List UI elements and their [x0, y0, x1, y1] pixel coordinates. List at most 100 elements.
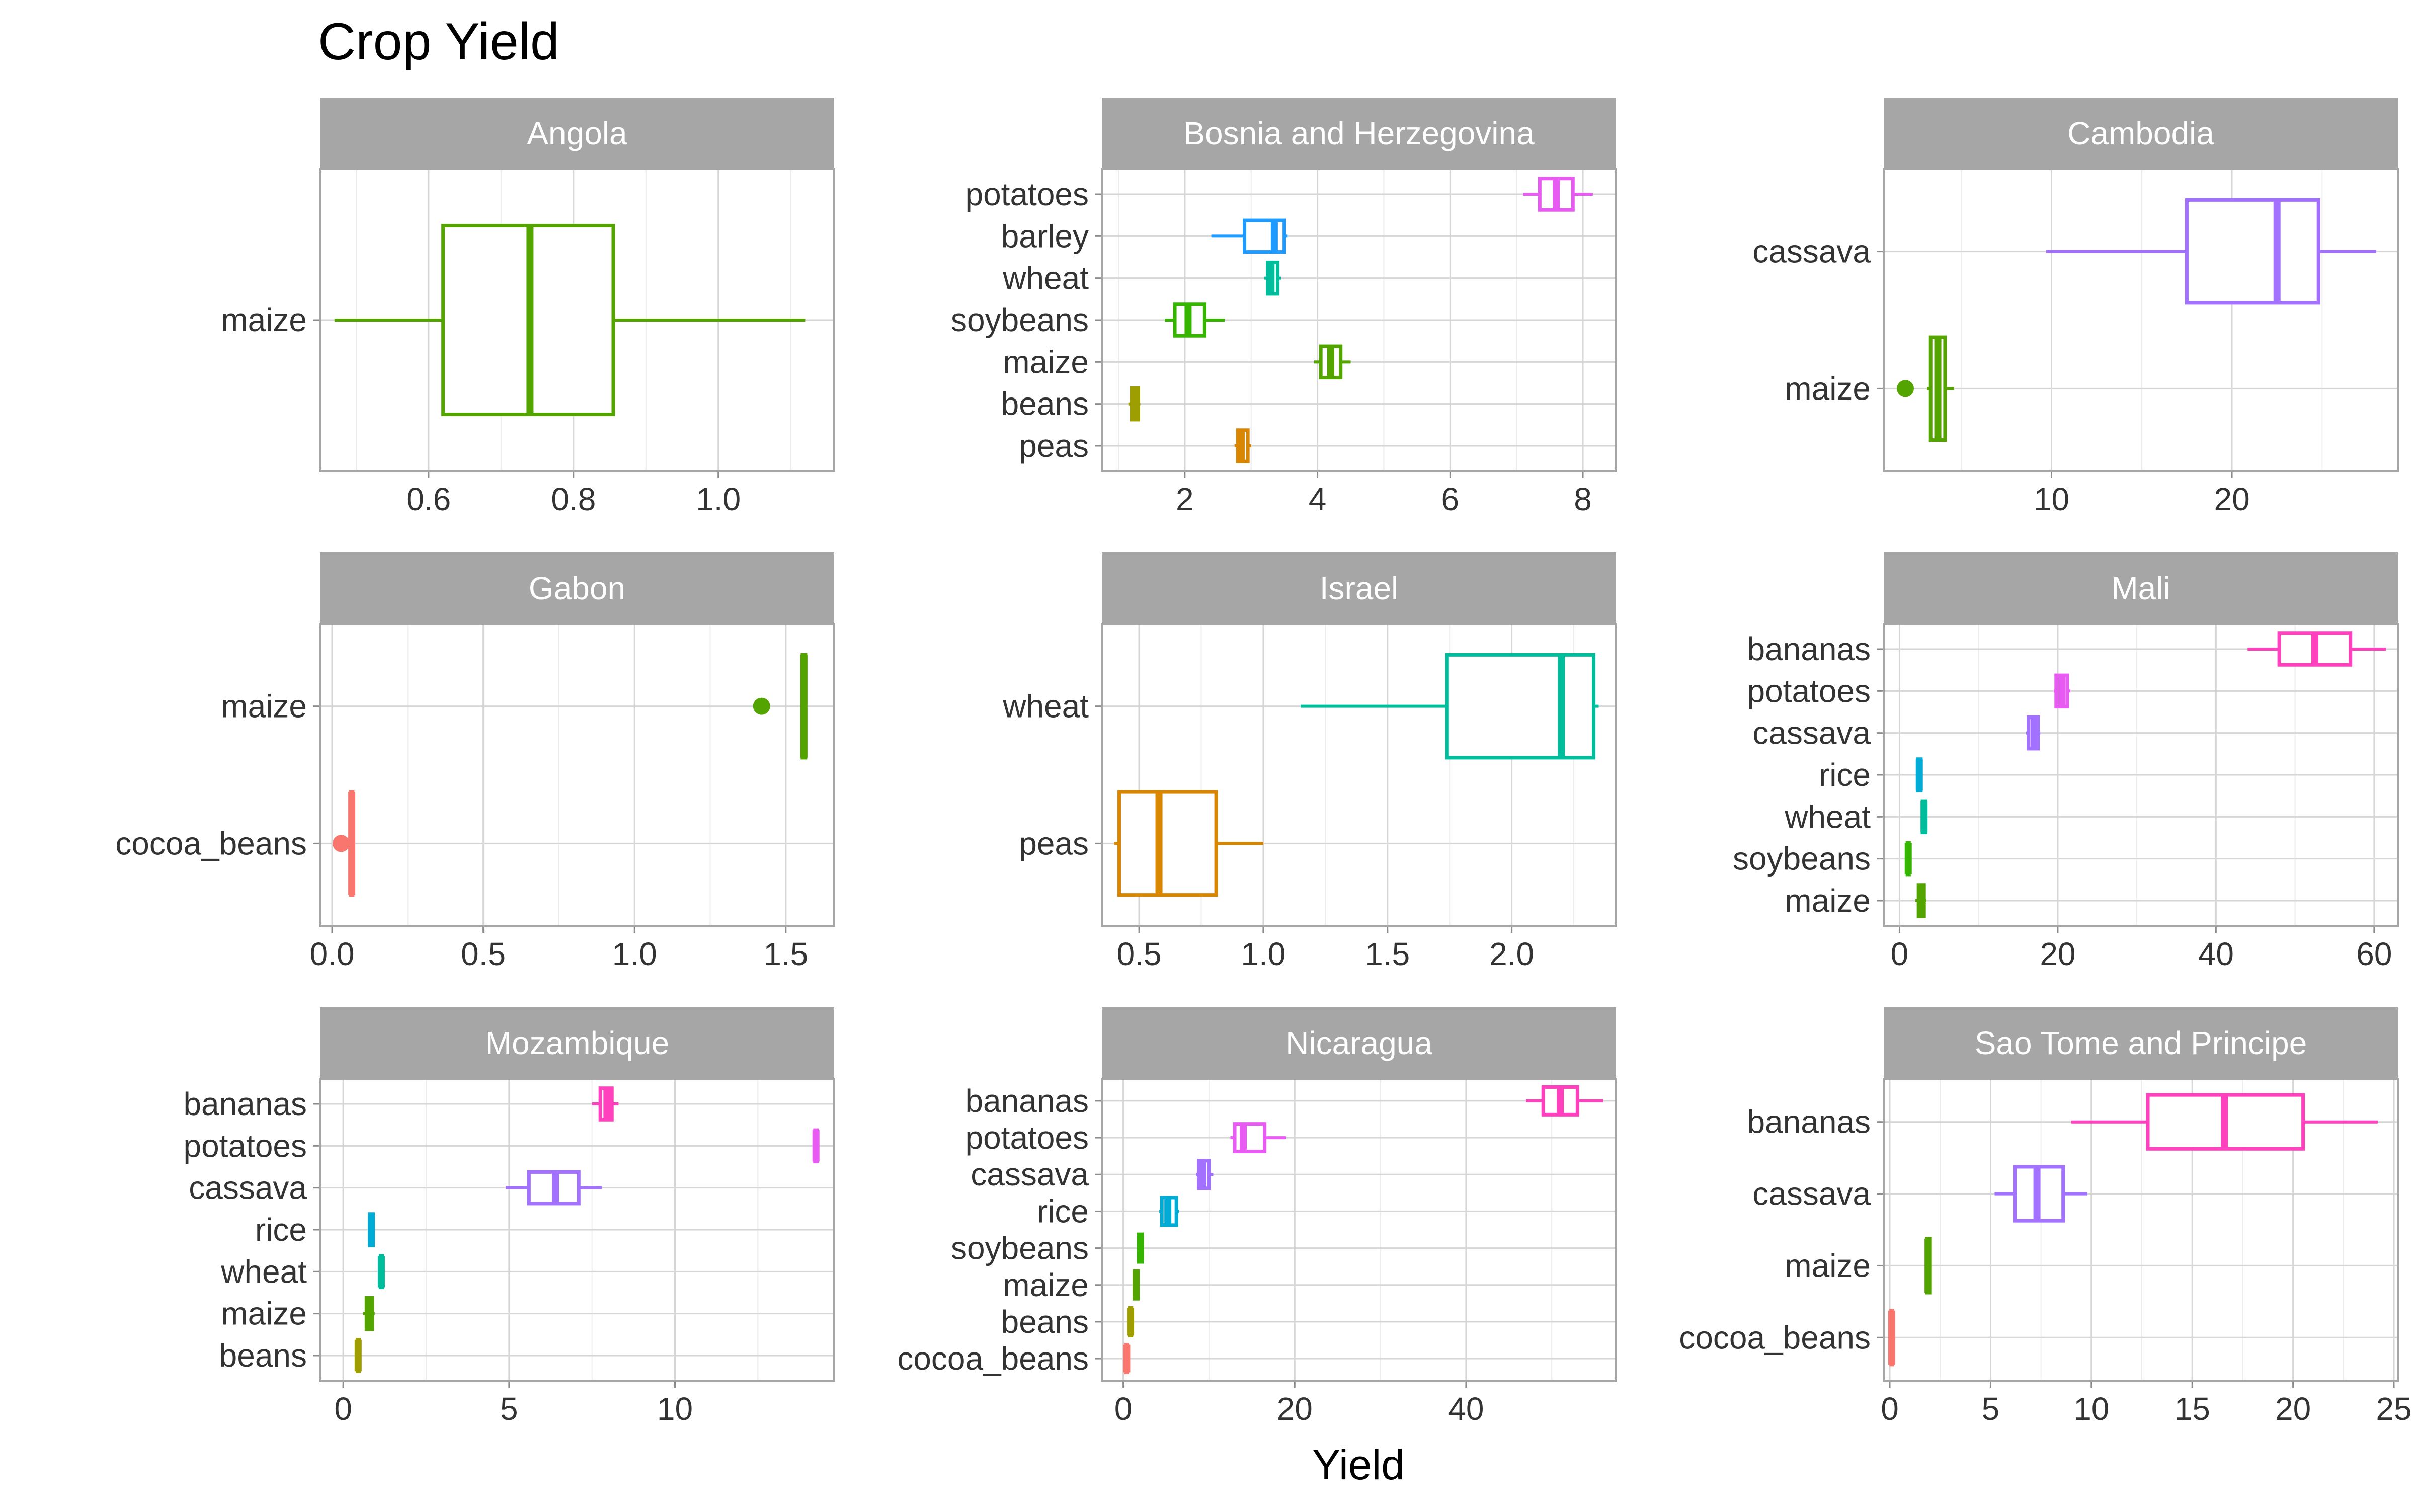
y-tick-label-maize: maize — [221, 1296, 307, 1332]
strip-israel — [1102, 552, 1616, 624]
x-tick-label-sao-tome-and-principe: 10 — [2073, 1391, 2109, 1427]
y-tick-label-maize: maize — [1785, 1247, 1871, 1284]
x-tick-label-nicaragua: 40 — [1448, 1391, 1484, 1427]
panel-border-angola — [319, 168, 835, 472]
y-tick-label-rice: rice — [1037, 1193, 1089, 1229]
panel-border-cambodia — [1883, 168, 2399, 472]
strip-label-nicaragua: Nicaragua — [1285, 1025, 1432, 1061]
panel-border-bosnia-and-herzegovina — [1101, 168, 1617, 472]
x-tick-label-cambodia: 20 — [2214, 481, 2249, 517]
x-tick-label-gabon: 0.0 — [310, 936, 355, 972]
strip-bosnia-and-herzegovina — [1102, 98, 1616, 169]
x-tick-label-nicaragua: 0 — [1114, 1391, 1133, 1427]
chart-title: Crop Yield — [318, 13, 559, 71]
y-tick-label-soybeans: soybeans — [951, 302, 1089, 338]
y-tick-label-barley: barley — [1001, 218, 1089, 254]
y-tick-label-bananas: bananas — [1747, 631, 1871, 667]
y-tick-label-maize: maize — [1785, 370, 1871, 407]
y-tick-label-beans: beans — [219, 1337, 307, 1374]
x-tick-label-sao-tome-and-principe: 0 — [1881, 1391, 1899, 1427]
strip-label-cambodia: Cambodia — [2067, 115, 2214, 151]
y-tick-label-cocoa-beans: cocoa_beans — [897, 1340, 1089, 1377]
y-tick-label-cassava: cassava — [971, 1156, 1089, 1192]
y-tick-label-wheat: wheat — [1002, 260, 1089, 296]
x-tick-label-nicaragua: 20 — [1277, 1391, 1313, 1427]
x-tick-label-israel: 0.5 — [1117, 936, 1162, 972]
y-tick-label-cocoa-beans: cocoa_beans — [115, 825, 307, 861]
x-tick-label-mali: 20 — [2040, 936, 2075, 972]
y-tick-label-wheat: wheat — [1002, 688, 1089, 725]
x-tick-label-mali: 60 — [2356, 936, 2392, 972]
panel-border-mozambique — [319, 1078, 835, 1382]
plot-area-nicaragua — [1102, 1079, 1616, 1381]
strip-cambodia — [1884, 98, 2398, 169]
x-tick-label-bosnia-and-herzegovina: 2 — [1176, 481, 1194, 517]
x-tick-label-bosnia-and-herzegovina: 6 — [1441, 481, 1460, 517]
y-tick-label-soybeans: soybeans — [951, 1230, 1089, 1266]
strip-label-angola: Angola — [527, 115, 627, 151]
y-tick-label-cassava: cassava — [1752, 233, 1871, 270]
y-tick-label-wheat: wheat — [1784, 799, 1871, 835]
strip-label-mali: Mali — [2111, 570, 2170, 606]
x-tick-label-mozambique: 5 — [500, 1391, 518, 1427]
y-tick-label-peas: peas — [1019, 825, 1089, 861]
y-tick-label-peas: peas — [1019, 428, 1089, 464]
x-tick-label-sao-tome-and-principe: 5 — [1982, 1391, 2000, 1427]
x-tick-label-mozambique: 0 — [334, 1391, 352, 1427]
x-tick-label-gabon: 0.5 — [461, 936, 506, 972]
strip-mali — [1884, 552, 2398, 624]
y-tick-label-potatoes: potatoes — [965, 1120, 1089, 1156]
y-tick-label-cassava: cassava — [189, 1170, 307, 1206]
x-tick-label-mali: 0 — [1891, 936, 1909, 972]
x-tick-label-sao-tome-and-principe: 15 — [2175, 1391, 2210, 1427]
y-tick-label-bananas: bananas — [183, 1086, 307, 1122]
x-tick-label-gabon: 1.5 — [763, 936, 808, 972]
x-tick-label-angola: 0.8 — [551, 481, 596, 517]
y-tick-label-beans: beans — [1001, 386, 1089, 422]
plot-area-gabon — [320, 624, 834, 926]
y-tick-label-maize: maize — [1003, 1267, 1089, 1303]
y-tick-label-maize: maize — [221, 302, 307, 338]
panel-border-sao-tome-and-principe — [1883, 1078, 2399, 1382]
y-tick-label-beans: beans — [1001, 1304, 1089, 1340]
x-tick-label-sao-tome-and-principe: 25 — [2376, 1391, 2411, 1427]
y-tick-label-bananas: bananas — [965, 1083, 1089, 1119]
y-tick-label-maize: maize — [221, 688, 307, 725]
x-tick-label-bosnia-and-herzegovina: 8 — [1574, 481, 1592, 517]
y-tick-label-bananas: bananas — [1747, 1104, 1871, 1140]
y-tick-label-potatoes: potatoes — [183, 1128, 307, 1164]
strip-label-gabon: Gabon — [529, 570, 625, 606]
panel-border-mali — [1883, 623, 2399, 927]
x-tick-label-angola: 0.6 — [406, 481, 451, 517]
panel-border-gabon — [319, 623, 835, 927]
strip-label-sao-tome-and-principe: Sao Tome and Principe — [1975, 1025, 2307, 1061]
box-peas — [1117, 790, 1218, 897]
x-tick-label-mali: 40 — [2198, 936, 2234, 972]
strip-sao-tome-and-principe — [1884, 1007, 2398, 1079]
box-barley — [1243, 218, 1286, 254]
x-tick-label-cambodia: 10 — [2034, 481, 2069, 517]
outlier-maize — [1897, 380, 1914, 397]
strip-label-israel: Israel — [1320, 570, 1399, 606]
x-tick-label-israel: 1.0 — [1241, 936, 1285, 972]
x-tick-label-israel: 2.0 — [1489, 936, 1534, 972]
x-tick-label-gabon: 1.0 — [612, 936, 657, 972]
y-tick-label-soybeans: soybeans — [1733, 841, 1871, 877]
x-tick-label-israel: 1.5 — [1365, 936, 1410, 972]
x-tick-label-sao-tome-and-principe: 20 — [2275, 1391, 2311, 1427]
y-tick-label-cassava: cassava — [1752, 1176, 1871, 1212]
panel-border-israel — [1101, 623, 1617, 927]
outlier-maize — [753, 697, 770, 715]
y-tick-label-rice: rice — [1819, 757, 1871, 793]
y-tick-label-potatoes: potatoes — [1747, 673, 1871, 709]
strip-angola — [320, 98, 834, 169]
y-tick-label-cocoa-beans: cocoa_beans — [1679, 1319, 1871, 1356]
box-potatoes — [1233, 1122, 1267, 1154]
strip-gabon — [320, 552, 834, 624]
box-wheat — [1445, 653, 1596, 760]
x-tick-label-bosnia-and-herzegovina: 4 — [1309, 481, 1327, 517]
strip-mozambique — [320, 1007, 834, 1079]
y-tick-label-potatoes: potatoes — [965, 176, 1089, 212]
